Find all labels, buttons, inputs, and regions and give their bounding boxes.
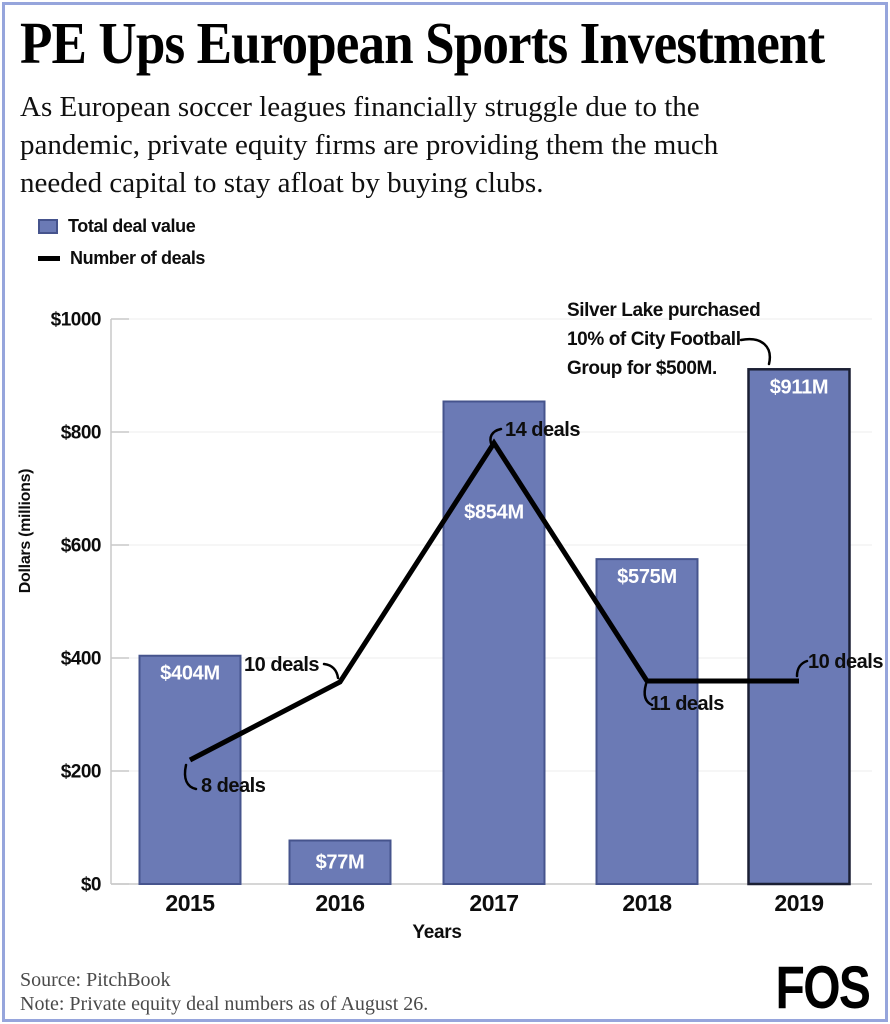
- annotation-line: 10% of City Football: [567, 329, 741, 350]
- y-tick-label: $0: [81, 875, 101, 896]
- page-subtitle: As European soccer leagues financially s…: [20, 88, 718, 202]
- legend-label: Number of deals: [70, 248, 206, 268]
- bar-value-label: $911M: [770, 376, 829, 398]
- x-tick-label: 2018: [622, 890, 672, 916]
- y-tick-label: $600: [61, 536, 101, 557]
- bar-2017: [442, 400, 546, 885]
- data-note: Note: Private equity deal numbers as of …: [20, 993, 429, 1015]
- bar-2015: [138, 654, 242, 885]
- bar-swatch-icon: [38, 219, 58, 234]
- subtitle-line: needed capital to stay afloat by buying …: [20, 167, 544, 199]
- connector-curve: [183, 763, 198, 791]
- footer: Source: PitchBook Note: Private equity d…: [20, 968, 428, 1016]
- bar-value-label: $77M: [316, 851, 365, 873]
- bar-value-label: $854M: [464, 501, 524, 523]
- x-tick-label: 2015: [165, 890, 215, 916]
- y-tick-label: $400: [61, 649, 101, 670]
- connector-curve: [643, 682, 654, 707]
- chart-legend: Total deal value Number of deals: [38, 216, 205, 280]
- bar-2016: [288, 839, 392, 885]
- deal-count-label: 10 deals: [244, 654, 319, 676]
- x-tick-label: 2017: [469, 890, 518, 916]
- x-tick-label: 2016: [315, 890, 364, 916]
- y-axis-labels: $0 $200 $400 $600 $800 $1000: [51, 310, 102, 896]
- fos-logo: FOS: [775, 954, 870, 1021]
- bar-value-labels: $404M $77M $854M $575M $911M: [160, 376, 828, 873]
- subtitle-line: pandemic, private equity firms are provi…: [20, 129, 719, 161]
- annotation-arrow: [739, 337, 772, 366]
- connector-curve: [322, 662, 340, 680]
- y-tick-label: $200: [61, 762, 101, 783]
- deal-labels: 8 deals 10 deals 14 deals 11 deals 10 de…: [201, 419, 884, 797]
- connector-curve: [795, 659, 809, 678]
- x-tick-label: 2019: [774, 890, 823, 916]
- deal-count-label: 11 deals: [650, 693, 724, 715]
- page-title: PE Ups European Sports Investment: [20, 10, 825, 76]
- legend-label: Total deal value: [68, 216, 196, 236]
- line-swatch-icon: [38, 256, 60, 261]
- subtitle-line: As European soccer leagues financially s…: [20, 91, 700, 123]
- deal-count-label: 10 deals: [808, 651, 883, 673]
- y-tick-label: $800: [61, 423, 101, 444]
- y-tick-label: $1000: [51, 310, 101, 331]
- source-note: Source: PitchBook: [20, 969, 171, 991]
- deal-count-label: 8 deals: [201, 775, 266, 797]
- connector-curve: [489, 427, 503, 448]
- bar-2018: [595, 558, 699, 885]
- deal-count-label: 14 deals: [505, 419, 580, 441]
- bars: [138, 368, 851, 886]
- bar-value-label: $575M: [617, 566, 677, 588]
- bar-2019-highlighted: [747, 368, 851, 886]
- x-axis-title: Years: [412, 922, 461, 943]
- legend-item-total-deal-value: Total deal value: [38, 216, 205, 237]
- legend-item-number-of-deals: Number of deals: [38, 248, 205, 269]
- deals-line: [188, 438, 799, 763]
- annotation-line: Silver Lake purchased: [567, 300, 760, 321]
- x-axis-labels: 2015 2016 2017 2018 2019: [165, 890, 824, 916]
- deal-label-connectors: [183, 427, 809, 791]
- silver-lake-annotation: Silver Lake purchased 10% of City Footba…: [567, 300, 772, 379]
- y-axis-title: Dollars (millions): [17, 469, 34, 593]
- annotation-line: Group for $500M.: [567, 358, 717, 379]
- bar-value-label: $404M: [160, 663, 220, 685]
